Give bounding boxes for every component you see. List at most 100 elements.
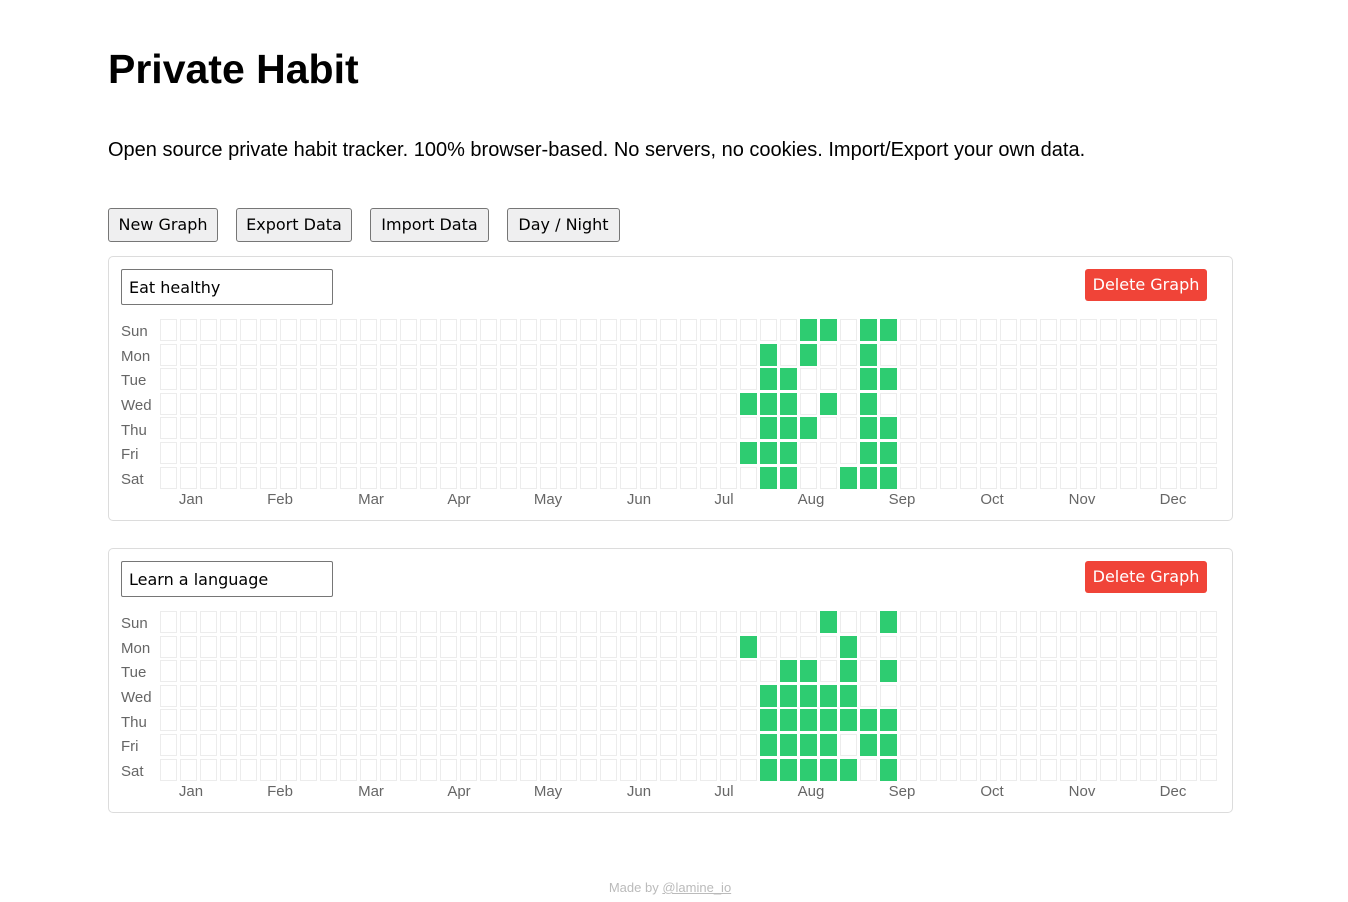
- day-cell[interactable]: [460, 660, 477, 682]
- day-cell[interactable]: [1100, 368, 1117, 390]
- day-cell[interactable]: [880, 393, 897, 415]
- day-cell[interactable]: [960, 709, 977, 731]
- day-cell[interactable]: [340, 734, 357, 756]
- day-cell[interactable]: [860, 709, 877, 731]
- day-cell[interactable]: [520, 685, 537, 707]
- day-cell[interactable]: [580, 344, 597, 366]
- day-cell[interactable]: [700, 709, 717, 731]
- day-cell[interactable]: [900, 319, 917, 341]
- day-cell[interactable]: [1060, 344, 1077, 366]
- day-cell[interactable]: [400, 319, 417, 341]
- day-cell[interactable]: [680, 417, 697, 439]
- day-cell[interactable]: [1100, 660, 1117, 682]
- day-cell[interactable]: [800, 417, 817, 439]
- day-cell[interactable]: [1100, 636, 1117, 658]
- day-cell[interactable]: [1180, 467, 1197, 489]
- day-cell[interactable]: [500, 709, 517, 731]
- day-cell[interactable]: [1100, 393, 1117, 415]
- day-cell[interactable]: [340, 319, 357, 341]
- day-cell[interactable]: [760, 611, 777, 633]
- day-cell[interactable]: [1060, 467, 1077, 489]
- day-cell[interactable]: [360, 611, 377, 633]
- day-cell[interactable]: [780, 660, 797, 682]
- day-cell[interactable]: [660, 685, 677, 707]
- day-cell[interactable]: [1020, 393, 1037, 415]
- day-cell[interactable]: [380, 611, 397, 633]
- day-cell[interactable]: [720, 393, 737, 415]
- day-cell[interactable]: [300, 685, 317, 707]
- day-cell[interactable]: [320, 393, 337, 415]
- day-cell[interactable]: [280, 685, 297, 707]
- day-cell[interactable]: [560, 636, 577, 658]
- day-cell[interactable]: [360, 636, 377, 658]
- day-cell[interactable]: [280, 393, 297, 415]
- day-cell[interactable]: [760, 344, 777, 366]
- day-cell[interactable]: [460, 467, 477, 489]
- day-cell[interactable]: [540, 319, 557, 341]
- day-cell[interactable]: [980, 636, 997, 658]
- day-cell[interactable]: [340, 636, 357, 658]
- day-cell[interactable]: [1000, 636, 1017, 658]
- day-cell[interactable]: [340, 417, 357, 439]
- day-cell[interactable]: [460, 442, 477, 464]
- day-cell[interactable]: [920, 442, 937, 464]
- day-cell[interactable]: [840, 660, 857, 682]
- day-cell[interactable]: [1100, 344, 1117, 366]
- day-cell[interactable]: [940, 685, 957, 707]
- day-cell[interactable]: [900, 611, 917, 633]
- day-cell[interactable]: [960, 611, 977, 633]
- day-cell[interactable]: [1040, 417, 1057, 439]
- day-cell[interactable]: [380, 467, 397, 489]
- day-cell[interactable]: [480, 368, 497, 390]
- day-cell[interactable]: [780, 709, 797, 731]
- day-cell[interactable]: [940, 344, 957, 366]
- day-cell[interactable]: [480, 344, 497, 366]
- day-cell[interactable]: [940, 417, 957, 439]
- day-cell[interactable]: [720, 442, 737, 464]
- day-cell[interactable]: [260, 709, 277, 731]
- day-cell[interactable]: [480, 319, 497, 341]
- day-cell[interactable]: [300, 734, 317, 756]
- day-cell[interactable]: [260, 759, 277, 781]
- day-cell[interactable]: [980, 660, 997, 682]
- day-cell[interactable]: [480, 709, 497, 731]
- day-cell[interactable]: [180, 611, 197, 633]
- day-cell[interactable]: [720, 467, 737, 489]
- day-cell[interactable]: [1020, 368, 1037, 390]
- day-cell[interactable]: [980, 319, 997, 341]
- day-cell[interactable]: [360, 393, 377, 415]
- day-cell[interactable]: [700, 319, 717, 341]
- day-cell[interactable]: [1020, 442, 1037, 464]
- day-cell[interactable]: [740, 685, 757, 707]
- day-cell[interactable]: [240, 660, 257, 682]
- day-cell[interactable]: [260, 734, 277, 756]
- day-cell[interactable]: [660, 636, 677, 658]
- day-cell[interactable]: [1140, 636, 1157, 658]
- day-cell[interactable]: [900, 442, 917, 464]
- day-cell[interactable]: [500, 611, 517, 633]
- day-cell[interactable]: [620, 734, 637, 756]
- day-cell[interactable]: [740, 368, 757, 390]
- day-cell[interactable]: [280, 442, 297, 464]
- day-cell[interactable]: [380, 442, 397, 464]
- day-cell[interactable]: [360, 660, 377, 682]
- day-cell[interactable]: [760, 709, 777, 731]
- day-cell[interactable]: [480, 417, 497, 439]
- day-cell[interactable]: [580, 685, 597, 707]
- day-cell[interactable]: [720, 709, 737, 731]
- day-cell[interactable]: [180, 636, 197, 658]
- day-cell[interactable]: [260, 442, 277, 464]
- day-cell[interactable]: [800, 393, 817, 415]
- day-cell[interactable]: [820, 467, 837, 489]
- day-cell[interactable]: [220, 611, 237, 633]
- day-cell[interactable]: [400, 660, 417, 682]
- day-cell[interactable]: [660, 344, 677, 366]
- day-cell[interactable]: [560, 393, 577, 415]
- day-cell[interactable]: [620, 417, 637, 439]
- day-cell[interactable]: [240, 442, 257, 464]
- day-cell[interactable]: [880, 368, 897, 390]
- day-cell[interactable]: [300, 319, 317, 341]
- day-cell[interactable]: [1200, 417, 1217, 439]
- day-cell[interactable]: [700, 611, 717, 633]
- day-cell[interactable]: [1180, 344, 1197, 366]
